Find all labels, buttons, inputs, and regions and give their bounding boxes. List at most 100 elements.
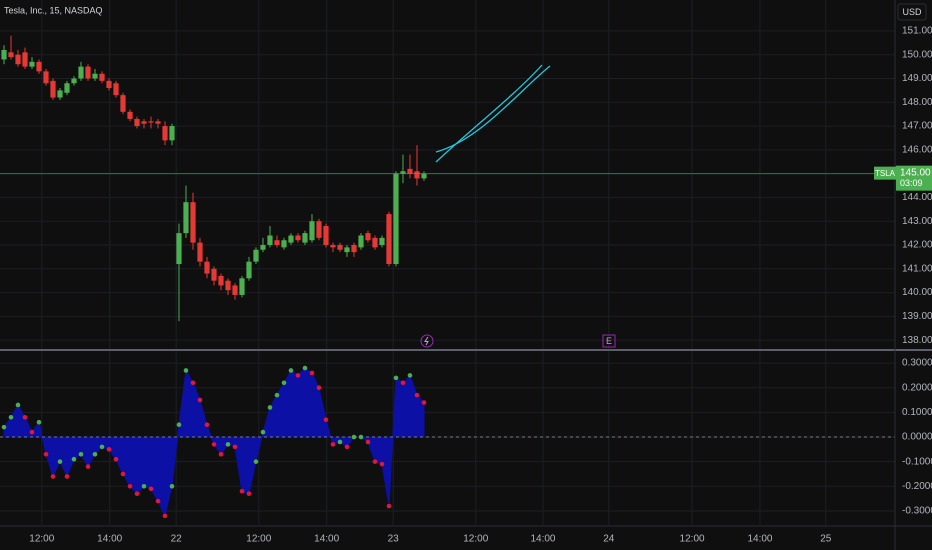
indicator-dot [36,419,42,425]
indicator-dot [22,415,28,420]
indicator-dot [64,474,70,479]
indicator-dot [337,439,343,445]
indicator-dot [232,444,238,450]
indicator-dot [197,397,203,403]
earnings-label: E [606,336,612,346]
candle-body [274,240,280,246]
indicator-dot [288,368,294,373]
indicator-area [3,367,425,518]
candle-body [358,235,364,248]
y-tick-label: 0.3000 [902,358,932,369]
indicator-dot [1,424,7,430]
candle-body [211,268,217,281]
indicator-dot [414,392,420,398]
indicator-dot [71,456,77,462]
indicator-dot [190,380,196,386]
candle-body [190,202,196,243]
candle-body [197,242,203,262]
candle-body [127,111,133,119]
indicator-dot [372,459,378,464]
indicator-dot [43,451,49,457]
indicator-dot [155,498,161,504]
y-tick-label: -0.3000 [902,506,932,517]
candle-body [281,240,287,248]
y-tick-label: 140.00 [902,287,932,298]
y-tick-label: -0.2000 [902,481,932,492]
indicator-dot [127,484,133,489]
x-tick-label: 14:00 [97,534,122,545]
y-tick-label: 139.00 [902,311,932,322]
currency-label: USD [902,7,922,17]
indicator-dot [358,434,364,440]
candle-body [71,78,77,84]
candle-body [246,261,252,279]
candle-body [106,80,112,89]
indicator-dot [141,484,147,489]
candle-body [309,221,315,241]
candle-body [302,233,308,243]
marks-layer [0,35,895,519]
candle-body [8,52,14,58]
indicator-dot [218,451,224,457]
indicator-dot [421,400,427,405]
x-tick-label: 14:00 [314,534,339,545]
indicator-dot [15,402,21,408]
indicator-dot [92,451,98,457]
indicator-dot [8,415,14,420]
y-tick-label: 143.00 [902,216,932,227]
drawing-curve [435,65,551,153]
indicator-dot [316,385,322,391]
candle-body [15,54,21,65]
indicator-dot [379,461,385,467]
indicator-dot [260,429,266,435]
candle-body [218,275,224,286]
candle-body [267,235,273,246]
candle-body [316,221,322,238]
indicator-dot [211,442,217,447]
candle-body [92,73,98,79]
chart-title: Tesla, Inc., 15, NASDAQ [4,5,103,15]
candle-body [330,245,336,248]
indicator-dot [386,503,392,509]
candle-body [183,202,189,234]
y-tick-label: 0.2000 [902,382,932,393]
y-tick-label: 149.00 [902,73,932,84]
indicator-dot [183,368,189,373]
x-tick-label: 24 [603,534,615,545]
indicator-dot [29,429,35,435]
currency-box[interactable] [897,3,927,21]
indicator-dot [78,451,84,457]
y-tick-label: 146.00 [902,144,932,155]
x-tick-label: 12:00 [29,534,54,545]
indicator-dot [106,447,112,452]
candle-body [43,71,49,84]
dividend-icon[interactable] [420,334,434,348]
candle-body [85,66,91,79]
x-tick-label: 12:00 [463,534,488,545]
candle-body [78,66,84,79]
indicator-dot [253,459,259,464]
indicator-dot [148,486,154,492]
indicator-dot [120,471,126,477]
candle-body [260,245,266,250]
x-tick-label: 23 [388,534,400,545]
candle-body [169,126,175,141]
indicator-dot [169,484,175,489]
candle-body [344,247,350,253]
candle-body [148,121,154,123]
countdown-label: 03:09 [900,178,923,188]
candle-body [386,214,392,265]
indicator-dot [407,373,413,378]
last-price-label: 145.00 [900,167,931,178]
y-tick-label: 138.00 [902,335,932,346]
symbol-tag [874,166,896,180]
y-tick-label: 147.00 [902,121,932,132]
earnings-icon[interactable] [602,334,616,348]
indicator-dot [162,513,168,519]
candle-body [323,225,329,246]
indicator-dot [176,422,182,427]
y-tick-label: 141.00 [902,263,932,274]
indicator-dot [281,380,287,386]
candle-body [1,49,7,60]
